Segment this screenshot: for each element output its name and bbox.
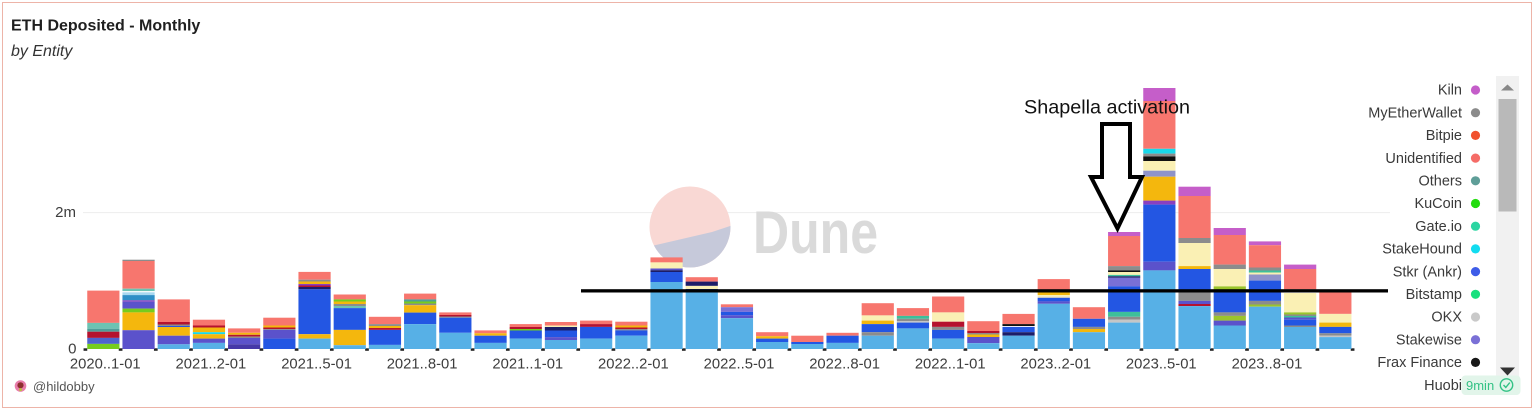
svg-text:Frax Finance: Frax Finance [1377, 355, 1462, 371]
svg-text:@hildobby: @hildobby [33, 379, 95, 394]
svg-text:Huobi: Huobi [1424, 378, 1462, 394]
svg-text:2022..2-01: 2022..2-01 [598, 357, 669, 373]
svg-text:2023..8-01: 2023..8-01 [1232, 357, 1303, 373]
svg-text:2022..1-01: 2022..1-01 [915, 357, 986, 373]
svg-text:2022..5-01: 2022..5-01 [704, 357, 775, 373]
svg-text:2020..1-01: 2020..1-01 [70, 357, 141, 373]
svg-text:ETH Deposited - Monthly: ETH Deposited - Monthly [11, 18, 200, 35]
svg-text:2021..1-01: 2021..1-01 [492, 357, 563, 373]
svg-text:Gate.io: Gate.io [1415, 219, 1462, 235]
svg-text:2023..5-01: 2023..5-01 [1126, 357, 1197, 373]
svg-text:9min: 9min [1466, 378, 1494, 393]
svg-text:Shapella activation: Shapella activation [1024, 97, 1190, 119]
svg-text:2021..8-01: 2021..8-01 [387, 357, 458, 373]
svg-text:Stakewise: Stakewise [1396, 332, 1462, 348]
svg-text:OKX: OKX [1431, 310, 1462, 326]
svg-text:Bitstamp: Bitstamp [1406, 287, 1462, 303]
svg-text:2021..2-01: 2021..2-01 [176, 357, 247, 373]
svg-text:0: 0 [68, 340, 76, 357]
svg-text:StakeHound: StakeHound [1382, 242, 1462, 258]
svg-text:Bitpie: Bitpie [1426, 128, 1462, 144]
svg-text:Unidentified: Unidentified [1385, 151, 1462, 167]
svg-text:KuCoin: KuCoin [1414, 196, 1462, 212]
svg-text:2021..5-01: 2021..5-01 [281, 357, 352, 373]
svg-text:2023..2-01: 2023..2-01 [1020, 357, 1091, 373]
svg-text:Stkr (Ankr): Stkr (Ankr) [1393, 264, 1462, 280]
svg-text:MyEtherWallet: MyEtherWallet [1368, 105, 1462, 121]
svg-text:Others: Others [1418, 174, 1462, 190]
svg-text:by Entity: by Entity [11, 43, 73, 60]
svg-text:2m: 2m [55, 204, 76, 221]
svg-text:Dune: Dune [753, 199, 878, 266]
svg-text:2022..8-01: 2022..8-01 [809, 357, 880, 373]
svg-text:Kiln: Kiln [1438, 83, 1462, 99]
